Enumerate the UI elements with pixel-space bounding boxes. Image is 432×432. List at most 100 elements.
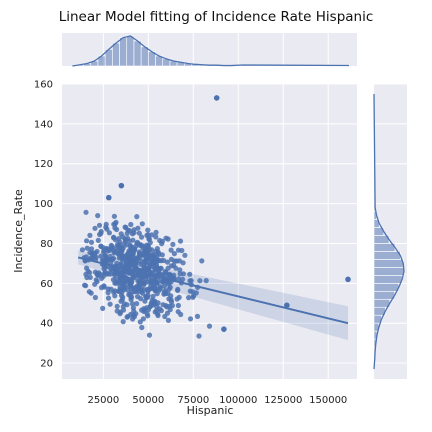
scatter-point — [158, 308, 164, 314]
scatter-point — [115, 269, 121, 275]
scatter-point — [171, 251, 177, 257]
scatter-point — [203, 278, 209, 284]
x-tick-label: 100000 — [219, 395, 257, 406]
scatter-point — [179, 247, 185, 254]
scatter-point — [138, 261, 144, 267]
y-tick-label: 20 — [40, 359, 53, 370]
scatter-point — [147, 256, 153, 262]
scatter-point — [175, 302, 181, 309]
scatter-point — [92, 225, 98, 231]
scatter-point — [94, 248, 100, 255]
scatter-point — [104, 226, 110, 232]
scatter-point — [178, 311, 184, 318]
scatter-point — [145, 307, 152, 313]
scatter-point — [168, 256, 174, 262]
scatter-point — [194, 313, 201, 319]
scatter-point — [138, 251, 144, 258]
scatter-point — [98, 253, 104, 259]
scatter-point — [116, 288, 122, 294]
scatter-point — [117, 245, 123, 251]
scatter-point — [140, 316, 146, 322]
scatter-point — [111, 213, 117, 219]
outlier-point — [105, 194, 112, 201]
scatter-point — [132, 263, 138, 269]
scatter-point — [117, 283, 123, 289]
scatter-point — [170, 241, 176, 247]
scatter-point — [140, 290, 146, 296]
scatter-point — [175, 287, 181, 293]
scatter-point — [151, 278, 157, 285]
scatter-point — [92, 252, 98, 258]
scatter-point — [176, 276, 182, 282]
scatter-point — [156, 258, 162, 264]
scatter-point — [108, 242, 114, 248]
chart-title: Linear Model fitting of Incidence Rate H… — [59, 9, 374, 25]
y-tick-label: 140 — [34, 119, 53, 130]
scatter-point — [92, 294, 98, 301]
scatter-point — [127, 242, 133, 248]
scatter-point — [102, 253, 108, 259]
scatter-point — [136, 283, 142, 289]
scatter-point — [197, 278, 203, 284]
scatter-point — [101, 249, 107, 255]
scatter-point — [123, 242, 129, 248]
scatter-point — [128, 221, 134, 228]
scatter-point — [100, 305, 106, 311]
scatter-point — [177, 271, 183, 277]
scatter-point — [150, 261, 157, 267]
scatter-point — [135, 225, 141, 231]
right-histogram-bar — [373, 298, 391, 308]
scatter-point — [159, 241, 165, 247]
scatter-point — [145, 245, 151, 251]
scatter-point — [146, 332, 153, 338]
scatter-point — [110, 277, 116, 283]
scatter-point — [147, 239, 153, 246]
scatter-point — [159, 252, 165, 258]
scatter-point — [107, 301, 113, 307]
top-histogram-bar — [119, 37, 128, 67]
scatter-point — [199, 258, 205, 264]
scatter-point — [134, 214, 140, 220]
scatter-point — [95, 213, 101, 219]
scatter-point — [180, 260, 186, 266]
scatter-point — [84, 238, 90, 244]
scatter-point — [148, 283, 154, 289]
scatter-point — [92, 269, 98, 275]
scatter-point — [126, 228, 133, 234]
scatter-point — [154, 286, 160, 292]
scatter-point — [123, 263, 129, 269]
scatter-point — [165, 317, 171, 323]
scatter-point — [153, 234, 159, 240]
right-marginal-kde-curve — [373, 93, 405, 370]
scatter-point — [119, 271, 125, 277]
scatter-point — [86, 289, 92, 295]
scatter-point — [131, 230, 137, 236]
scatter-point — [113, 219, 119, 225]
scatter-point — [93, 277, 99, 283]
right-histogram-bar — [373, 251, 401, 260]
scatter-point — [130, 250, 136, 256]
scatter-point — [88, 239, 95, 245]
right-histogram-bar — [373, 283, 400, 292]
outlier-point — [345, 276, 351, 283]
scatter-point — [136, 230, 142, 236]
scatter-point — [112, 237, 118, 243]
scatter-point — [174, 296, 180, 302]
right-histogram-bar — [373, 243, 396, 252]
regression-line — [77, 256, 349, 325]
scatter-point — [206, 323, 213, 329]
right-histogram-bar — [373, 267, 405, 276]
scatter-point — [143, 254, 149, 260]
scatter-point — [165, 236, 171, 242]
right-histogram-bar — [373, 259, 404, 268]
scatter-point — [84, 265, 90, 271]
outlier-point — [118, 182, 125, 189]
scatter-point — [126, 270, 132, 276]
scatter-point — [186, 295, 192, 301]
y-tick-label: 120 — [34, 159, 53, 170]
scatter-point — [150, 293, 156, 299]
scatter-point — [145, 227, 151, 233]
scatter-point — [103, 221, 109, 227]
right-histogram-bar — [373, 290, 395, 300]
scatter-point — [168, 299, 175, 305]
